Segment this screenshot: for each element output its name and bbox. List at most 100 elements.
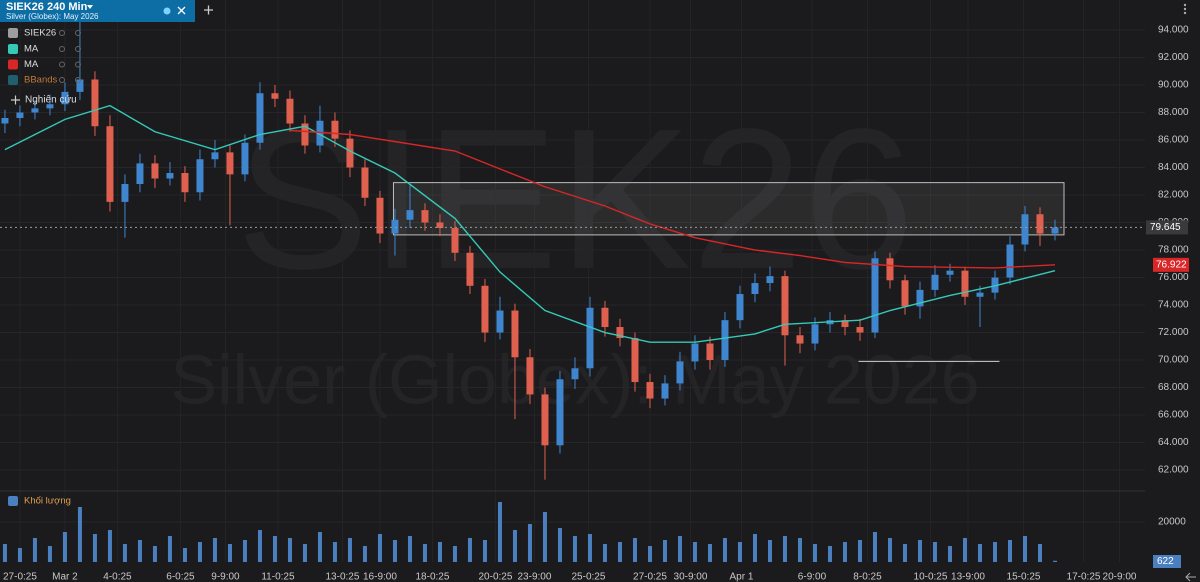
volume-bar (422, 544, 427, 562)
volume-bar (332, 542, 337, 562)
y-tick-label: 78.000 (1158, 245, 1189, 256)
tab[interactable] (0, 0, 195, 22)
menu-dot[interactable] (1183, 11, 1187, 15)
volume-bar (512, 530, 517, 562)
legend-label: MA (24, 44, 39, 55)
legend-visibility[interactable] (59, 77, 65, 83)
volume-bar (782, 536, 787, 562)
candle-body (166, 173, 174, 179)
ma-label: 76.922 (1156, 259, 1187, 270)
candle-body (811, 324, 819, 344)
volume-badge (1153, 555, 1181, 568)
legend-visibility[interactable] (59, 30, 65, 36)
candle-body (526, 357, 534, 395)
plot-area (0, 21, 1145, 562)
y-tick-label: 90.000 (1158, 80, 1189, 91)
x-tick-label: 6-9:00 (798, 572, 827, 582)
legend-settings[interactable] (75, 61, 81, 68)
volume-bar (617, 542, 622, 562)
volume-bar (182, 548, 187, 562)
menu-dot[interactable] (1183, 3, 1187, 7)
x-tick-label: 20-9:00 (1103, 572, 1137, 582)
legend-swatch (8, 75, 18, 85)
candle-body (556, 379, 564, 446)
candle-body (151, 163, 159, 179)
x-tick-label: 30-9:00 (674, 572, 708, 582)
volume-bar (212, 538, 217, 562)
volume-bar (842, 542, 847, 562)
y-tick-label: 76.000 (1158, 272, 1189, 283)
drawing-rect (392, 182, 1065, 236)
candle-body (691, 343, 699, 362)
x-tick-label: 25-0:25 (572, 572, 606, 582)
volume-bar (527, 524, 532, 562)
candle-body (136, 163, 144, 185)
volume-bar (197, 542, 202, 562)
y-tick-label: 94.000 (1158, 25, 1189, 36)
candle-body (946, 270, 954, 275)
candle-body (346, 138, 354, 168)
volume-bar (227, 544, 232, 562)
y-tick-label: 82.000 (1158, 190, 1189, 201)
volume-bar (752, 534, 757, 562)
candle-body (241, 142, 249, 175)
x-tick-label: 11-0:25 (261, 572, 295, 582)
y-tick-label: 92.000 (1158, 52, 1189, 63)
volume-bar (32, 538, 37, 562)
legend-swatch (8, 59, 18, 70)
menu-dot[interactable] (1183, 7, 1187, 11)
legend-settings[interactable] (75, 30, 81, 36)
volume-bar (152, 546, 157, 562)
volume-bar (557, 528, 562, 562)
candle-body (661, 383, 669, 399)
volume-bar (632, 538, 637, 562)
candle-body (916, 289, 924, 307)
x-tick-label: 13-0:25 (326, 572, 360, 582)
last-price-badge (1146, 220, 1188, 235)
volume-bar (917, 540, 922, 562)
candle-body (466, 252, 474, 286)
tab-title[interactable]: SIEK26 240 Min (6, 1, 88, 13)
candle-body (706, 343, 714, 361)
x-tick-label: 23-9:00 (518, 572, 552, 582)
volume-bar (1007, 540, 1012, 562)
volume-bar (407, 536, 412, 562)
legend-label: SIEK26 (24, 28, 56, 39)
volume-bar (167, 536, 172, 562)
x-tick-label: 4-0:25 (103, 572, 132, 582)
x-tick-label: Mar 2 (52, 572, 78, 582)
y-tick-label: 74.000 (1158, 300, 1189, 311)
candle-body (421, 210, 429, 223)
candle-body (16, 112, 24, 118)
volume-bar (692, 542, 697, 562)
candle-body (451, 228, 459, 253)
back-arrow[interactable] (1185, 572, 1196, 582)
tab-dropdown[interactable] (87, 5, 93, 9)
volume-bar (767, 540, 772, 562)
add-study[interactable]: Nghiên cứu (25, 95, 77, 106)
volume-bar (962, 538, 967, 562)
volume-bar (887, 538, 892, 562)
legend-visibility[interactable] (59, 61, 65, 68)
candle-body (76, 79, 84, 92)
new-tab[interactable] (204, 5, 213, 15)
legend-visibility[interactable] (59, 46, 65, 52)
legend-settings[interactable] (75, 46, 81, 52)
volume-bar (737, 542, 742, 562)
candle-body (586, 307, 594, 369)
volume-bar (452, 546, 457, 562)
candle-body (511, 310, 519, 358)
volume-bar (377, 534, 382, 562)
y-tick-label: 88.000 (1158, 107, 1189, 118)
legend-settings[interactable] (75, 77, 81, 83)
y-tick-label: 64.000 (1158, 437, 1189, 448)
candle-body (301, 123, 309, 146)
candle-body (886, 258, 894, 281)
ma-line (4, 104, 1056, 343)
tab-close[interactable] (177, 6, 186, 15)
candle-body (91, 79, 99, 127)
x-tick-label: 9-9:00 (211, 572, 240, 582)
x-tick-label: 18-0:25 (416, 572, 450, 582)
candle-body (961, 270, 969, 297)
